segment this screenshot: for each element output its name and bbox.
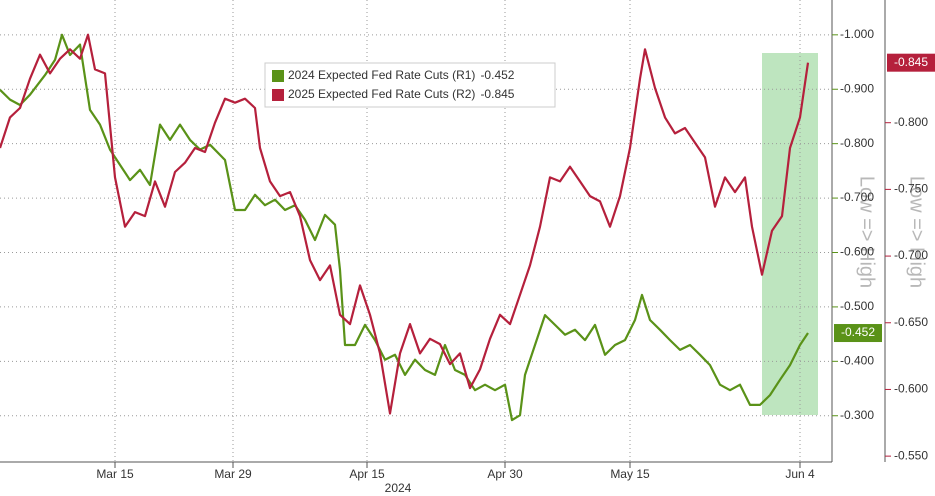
x-tick-label: Apr 30 bbox=[487, 467, 523, 481]
y2-tick-label: -0.600 bbox=[894, 382, 928, 396]
x-tick-label: Mar 29 bbox=[214, 467, 252, 481]
legend-box bbox=[264, 62, 556, 108]
y-tick-label: -0.400 bbox=[840, 354, 874, 368]
last-value-label: -0.452 bbox=[841, 325, 875, 339]
y-tick-label: -0.300 bbox=[840, 408, 874, 422]
y-tick-label: -0.500 bbox=[840, 299, 874, 313]
last-value-label: -0.845 bbox=[894, 55, 928, 69]
legend-name: 2024 Expected Fed Rate Cuts (R1) bbox=[288, 68, 475, 82]
legend-swatch bbox=[272, 70, 284, 82]
series-line bbox=[0, 33, 810, 415]
series-line bbox=[0, 33, 809, 422]
y-tick-label: -0.900 bbox=[840, 81, 874, 95]
y2-tick-label: -0.750 bbox=[894, 182, 928, 196]
last-value-box bbox=[834, 324, 882, 343]
y-tick-label: -0.700 bbox=[840, 190, 874, 204]
legend-value: -0.845 bbox=[480, 87, 514, 101]
y2-tick-label: -0.650 bbox=[894, 315, 928, 329]
y-tick-label: -1.000 bbox=[840, 27, 874, 41]
legend: 2024 Expected Fed Rate Cuts (R1) -0.45220… bbox=[264, 62, 556, 108]
last-value-box bbox=[887, 53, 935, 72]
y-tick-label: -0.600 bbox=[840, 245, 874, 259]
x-tick-label: Apr 15 bbox=[349, 467, 385, 481]
y2-tick-label: -0.550 bbox=[894, 448, 928, 462]
legend-swatch bbox=[272, 89, 284, 101]
x-tick-label: May 15 bbox=[610, 467, 650, 481]
legend-name: 2025 Expected Fed Rate Cuts (R2) bbox=[288, 87, 475, 101]
plot bbox=[0, 33, 810, 422]
y-tick-label: -0.800 bbox=[840, 136, 874, 150]
y2-tick-label: -0.700 bbox=[894, 248, 928, 262]
y2-axis-label: Low => High bbox=[906, 176, 928, 288]
legend-value: -0.452 bbox=[480, 68, 514, 82]
legend-label: 2025 Expected Fed Rate Cuts (R2) -0.845 bbox=[288, 87, 515, 101]
x-axis-label: 2024 bbox=[385, 481, 412, 495]
y2-tick-label: -0.800 bbox=[894, 115, 928, 129]
x-tick-label: Mar 15 bbox=[96, 467, 134, 481]
legend-label: 2024 Expected Fed Rate Cuts (R1) -0.452 bbox=[288, 68, 515, 82]
y-axis-label: Low => High bbox=[856, 176, 878, 288]
x-tick-label: Jun 4 bbox=[785, 467, 815, 481]
